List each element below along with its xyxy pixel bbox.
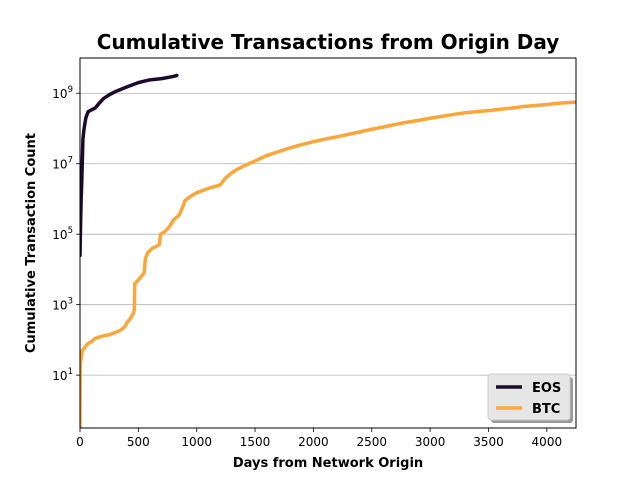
y-tick-label: 101: [52, 367, 73, 383]
series-line-btc: [80, 100, 576, 428]
x-tick-label: 3500: [473, 435, 504, 449]
x-tick-label: 0: [76, 435, 84, 449]
x-axis: 0 500 1000 1500 2000 2500 3000 3500 4000: [76, 428, 562, 449]
x-tick-label: 1500: [240, 435, 271, 449]
chart-title: Cumulative Transactions from Origin Day: [97, 30, 560, 54]
x-tick-label: 2500: [356, 435, 387, 449]
x-tick-label: 1000: [181, 435, 212, 449]
y-tick-label: 109: [52, 85, 73, 101]
y-axis-label: Cumulative Transaction Count: [24, 133, 39, 353]
y-tick-label: 107: [52, 156, 73, 172]
x-tick-label: 2000: [298, 435, 329, 449]
plot-frame: [79, 57, 577, 429]
series-line-eos: [80, 73, 179, 258]
plot-area: [80, 73, 576, 428]
x-tick-label: 3000: [415, 435, 446, 449]
grid-lines: [80, 92, 576, 376]
y-tick-label: 103: [52, 297, 73, 313]
y-tick-label: 105: [52, 226, 73, 242]
legend: EOS BTC: [487, 373, 573, 423]
x-tick-label: 4000: [532, 435, 563, 449]
legend-label-btc: BTC: [532, 402, 560, 417]
x-axis-label: Days from Network Origin: [233, 456, 423, 471]
y-axis: 101 103 105 107 109: [52, 85, 80, 383]
legend-label-eos: EOS: [532, 381, 561, 396]
x-tick-label: 500: [127, 435, 150, 449]
